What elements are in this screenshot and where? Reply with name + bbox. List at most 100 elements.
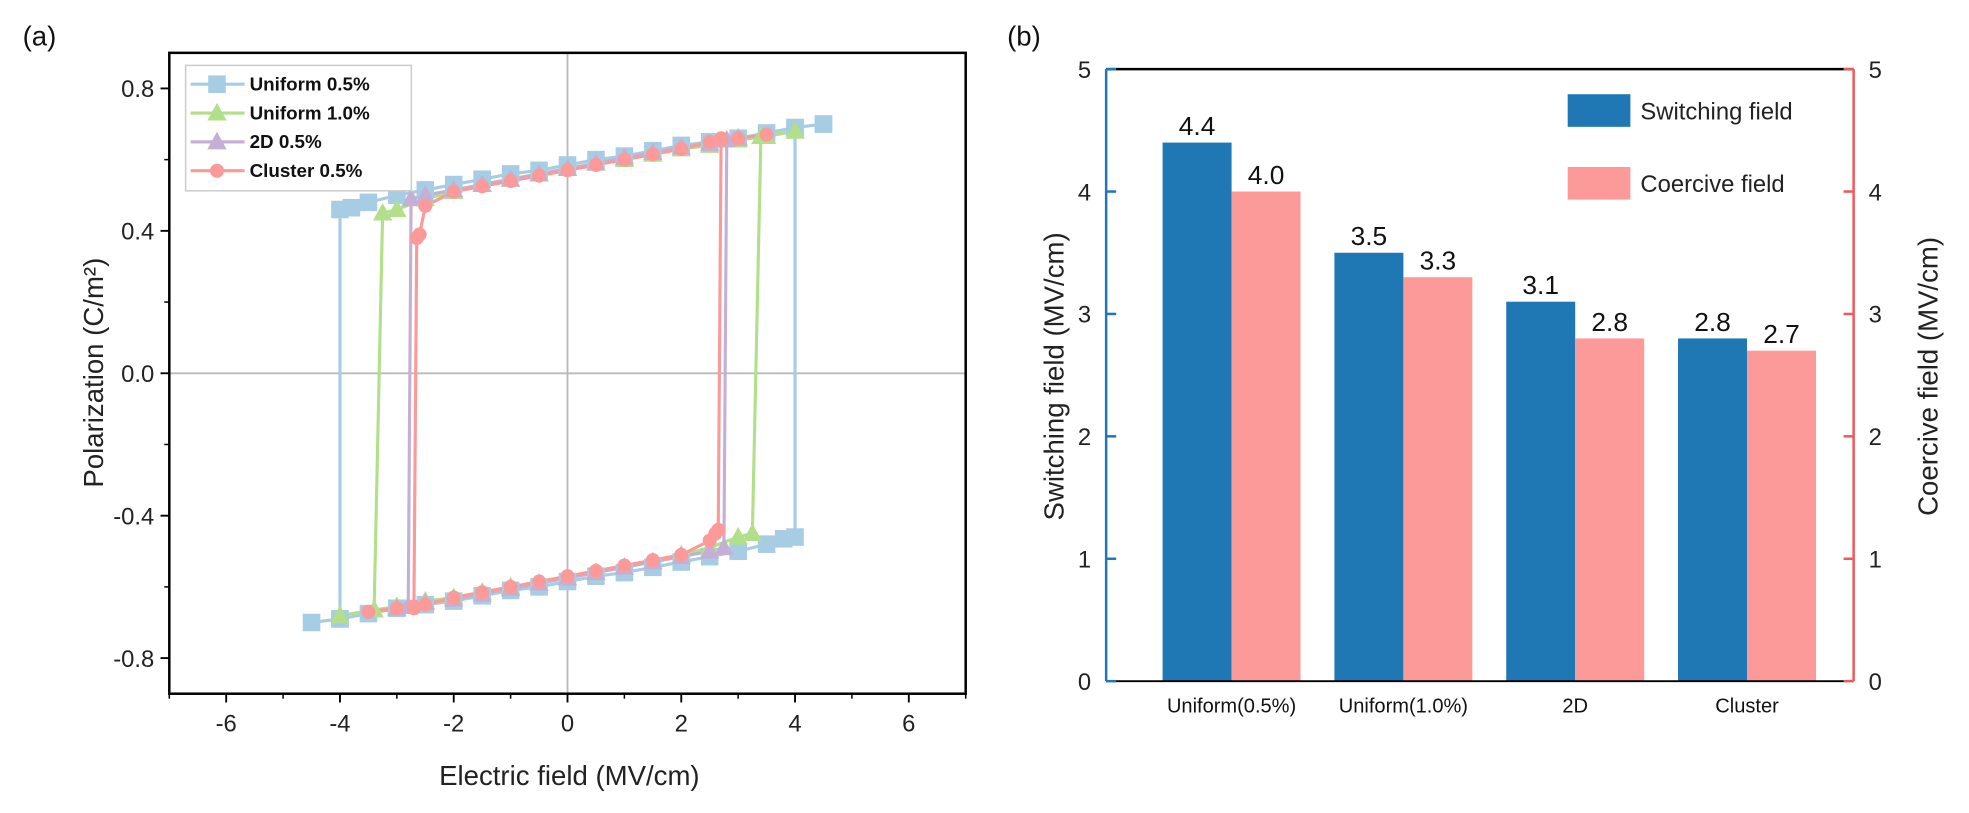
x-tick-label: -6 — [216, 710, 237, 737]
right-y-tick-label: 0 — [1869, 669, 1882, 696]
data-point — [503, 579, 518, 594]
legend-label: Uniform 1.0% — [250, 102, 370, 123]
data-label: 4.0 — [1248, 160, 1285, 190]
y-axis-label-b-left: Switching field (MV/cm) — [1039, 232, 1070, 520]
y-tick-label: -0.8 — [113, 646, 154, 673]
right-y-tick-label: 1 — [1869, 547, 1882, 574]
legend-swatch — [1567, 166, 1631, 200]
data-label: 3.1 — [1522, 270, 1559, 300]
data-point — [503, 173, 518, 189]
data-point — [711, 522, 726, 537]
legend-marker — [208, 75, 226, 93]
left-y-tick-label: 5 — [1078, 57, 1091, 84]
bar — [1575, 338, 1645, 682]
data-point — [588, 563, 603, 578]
legend-label: Cluster 0.5% — [250, 160, 363, 181]
data-point — [731, 131, 746, 146]
data-point — [674, 547, 689, 562]
bar — [1162, 142, 1232, 682]
data-point — [702, 134, 717, 149]
data-point — [729, 542, 747, 561]
data-point — [401, 188, 421, 207]
data-point — [714, 537, 734, 556]
x-tick-label: 2 — [675, 710, 688, 737]
data-point — [409, 230, 424, 245]
data-point — [674, 141, 689, 156]
left-y-tick-label: 3 — [1078, 302, 1091, 329]
bar — [1506, 301, 1576, 682]
bar — [1403, 277, 1473, 682]
bar — [1678, 338, 1748, 682]
data-label: 2.8 — [1591, 307, 1628, 337]
data-point — [418, 198, 433, 213]
right-y-tick-label: 5 — [1869, 57, 1882, 84]
legend-swatch — [1567, 94, 1631, 127]
legend-marker — [209, 163, 224, 178]
x-tick-label: 4 — [788, 710, 801, 737]
data-point — [560, 569, 575, 584]
data-point — [786, 528, 804, 546]
data-point — [759, 127, 774, 142]
legend-label: Switching field — [1640, 98, 1792, 125]
bar — [1334, 252, 1404, 682]
data-point — [302, 613, 321, 632]
data-point — [532, 168, 547, 183]
panel-label-b: (b) — [1007, 20, 1041, 51]
data-label: 4.4 — [1179, 111, 1216, 141]
x-tick-label: -4 — [329, 710, 350, 737]
hysteresis-chart: -6 -4 -2 0 2 4 6-0.8-0.40.00.40.8 Uniform 0.5%U… — [113, 51, 967, 737]
bar — [1747, 350, 1816, 682]
data-label: 3.3 — [1420, 246, 1457, 276]
legend-label: Coercive field — [1640, 171, 1784, 198]
legend: Uniform 0.5% Uniform 1.0% 2D 0.5% Cluster 0… — [184, 64, 413, 192]
data-point — [617, 152, 632, 167]
data-point — [330, 605, 350, 623]
data-point — [742, 523, 763, 541]
data-point — [389, 601, 404, 616]
data-point — [415, 185, 435, 203]
legend-b: Switching field Coercive field — [1567, 94, 1793, 200]
data-label: 2.8 — [1694, 307, 1731, 337]
data-point — [361, 604, 376, 619]
category-label: Uniform(0.5%) — [1167, 696, 1296, 718]
left-y-tick-label: 2 — [1078, 424, 1091, 451]
data-point — [714, 131, 729, 146]
data-point — [645, 147, 660, 162]
category-label: Cluster — [1715, 696, 1779, 718]
data-point — [645, 553, 660, 568]
category-label: Uniform(1.0%) — [1339, 696, 1468, 718]
left-y-tick-label: 0 — [1078, 669, 1091, 696]
data-point — [560, 163, 575, 178]
left-y-tick-label: 4 — [1078, 179, 1091, 206]
bar-chart: 4.4 3.5 3.1 2.8 4.0 3.3 2.8 2.7 0 0 1 1 2 2 3 3 4 4 5 5 Unif… — [1078, 57, 1882, 718]
data-point — [387, 199, 407, 217]
category-label: 2D — [1562, 696, 1588, 718]
y-tick-label: 0.0 — [121, 361, 154, 388]
panel-label-a: (a) — [23, 20, 57, 51]
y-axis-label-a: Polarization (C/m²) — [78, 258, 109, 488]
data-label: 3.5 — [1351, 221, 1388, 251]
y-tick-label: -0.4 — [113, 503, 154, 530]
x-tick-label: 0 — [561, 710, 574, 737]
y-axis-label-b-right: Coercive field (MV/cm) — [1913, 237, 1944, 516]
data-point — [446, 590, 461, 605]
data-point — [446, 184, 461, 199]
data-point — [418, 597, 433, 612]
data-point — [814, 115, 833, 133]
data-point — [359, 193, 378, 212]
data-point — [331, 200, 349, 219]
legend-label: 2D 0.5% — [250, 131, 322, 152]
right-y-tick-label: 2 — [1869, 424, 1882, 451]
legend-label: Uniform 0.5% — [250, 73, 370, 94]
left-y-tick-label: 1 — [1078, 547, 1091, 574]
data-point — [475, 179, 490, 194]
data-point — [475, 585, 490, 600]
legend-marker — [207, 131, 227, 150]
y-tick-label: 0.8 — [121, 76, 154, 103]
data-point — [372, 202, 393, 221]
right-y-tick-label: 4 — [1869, 179, 1882, 206]
data-point — [728, 526, 748, 545]
x-axis-label-a: Electric field (MV/cm) — [439, 760, 699, 791]
data-point — [406, 599, 421, 614]
